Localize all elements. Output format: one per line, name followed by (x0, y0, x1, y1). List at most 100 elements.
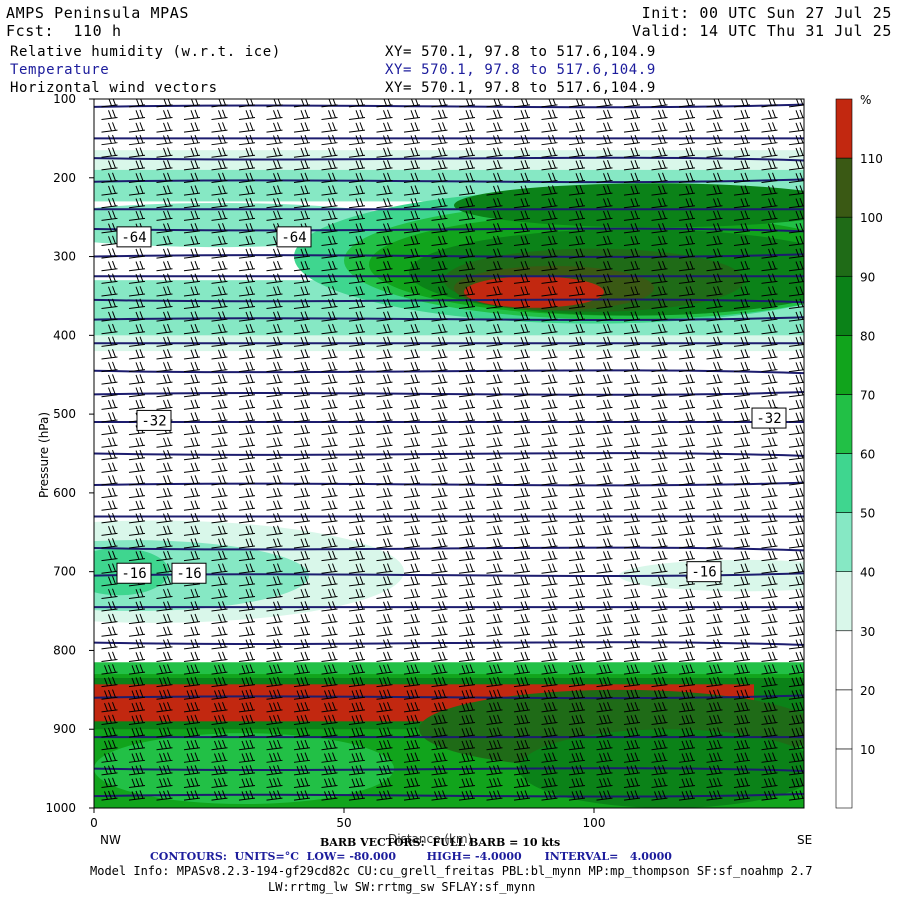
wind-barb (541, 739, 558, 751)
wind-barb (156, 273, 173, 284)
wind-barb (596, 449, 613, 461)
wind-barb (266, 462, 283, 473)
wind-barb (568, 210, 586, 221)
wind-barb (156, 235, 173, 247)
wind-barb (788, 248, 804, 259)
wind-barb (513, 790, 531, 801)
wind-barb (486, 260, 503, 272)
wind-barb (651, 613, 668, 625)
wind-barb (376, 601, 393, 612)
wind-barb (238, 386, 256, 398)
wind-barb (211, 601, 228, 612)
wind-barb (623, 588, 641, 599)
wind-barb (458, 538, 476, 549)
wind-barb (678, 676, 696, 688)
wind-barb (266, 664, 283, 675)
wind-barb (458, 311, 476, 322)
wind-barb (651, 563, 668, 574)
wind-barb (541, 160, 558, 171)
wind-barb (486, 575, 503, 587)
wind-barb (183, 588, 201, 599)
wind-barb (376, 500, 393, 511)
wind-barb (596, 374, 613, 385)
wind-barb (486, 739, 503, 751)
wind-barb (541, 210, 558, 221)
wind-barb (458, 449, 476, 461)
wind-barb (706, 235, 723, 247)
wind-barb (788, 374, 804, 385)
wind-barb (183, 260, 201, 272)
wind-barb (733, 689, 751, 700)
wind-barb (596, 210, 613, 221)
wind-barb (266, 550, 283, 562)
wind-barb (568, 575, 586, 587)
wind-barb (761, 172, 778, 184)
wind-barb (651, 197, 668, 209)
wind-barb (486, 765, 503, 776)
wind-barb (376, 185, 393, 196)
wind-barb (376, 147, 393, 158)
wind-barb (486, 185, 503, 196)
wind-barb (183, 475, 201, 486)
wind-barb (128, 147, 146, 158)
wind-barb (266, 626, 283, 637)
wind-barb (761, 563, 778, 574)
wind-barb (431, 109, 448, 120)
wind-barb (211, 651, 228, 662)
wind-barb (678, 311, 696, 322)
wind-barb (651, 765, 668, 776)
wind-barb (788, 575, 804, 587)
wind-barb (706, 197, 723, 209)
wind-barb (293, 613, 311, 625)
wind-barb (128, 449, 146, 461)
wind-barb (513, 197, 531, 209)
wind-barb (651, 172, 668, 184)
wind-barb (183, 298, 201, 310)
wind-barb (541, 185, 558, 196)
wind-barb (156, 386, 173, 398)
wind-barb (156, 727, 173, 738)
wind-barb (403, 323, 421, 335)
wind-barb (211, 790, 228, 801)
wind-barb (596, 298, 613, 310)
wind-barb (431, 412, 448, 423)
wind-barb (238, 550, 256, 562)
wind-barb (293, 638, 311, 650)
wind-barb (761, 664, 778, 675)
wind-barb (376, 248, 393, 259)
field-label-rh: Relative humidity (w.r.t. ice) (10, 44, 281, 60)
wind-barb (761, 349, 778, 360)
wind-barb (706, 538, 723, 549)
wind-barb (623, 689, 641, 700)
wind-barb (788, 702, 804, 713)
wind-barb (293, 311, 311, 322)
wind-barb (596, 500, 613, 511)
wind-barb (651, 349, 668, 360)
wind-barb (623, 538, 641, 549)
wind-barb (761, 185, 778, 196)
wind-barb (211, 676, 228, 688)
wind-barb (651, 147, 668, 158)
wind-barb (596, 109, 613, 120)
wind-barb (183, 525, 201, 536)
wind-barb (211, 575, 228, 587)
wind-barb (761, 223, 778, 234)
wind-barb (128, 197, 146, 209)
wind-barb (376, 765, 393, 776)
wind-barb (458, 588, 476, 599)
wind-barb (211, 664, 228, 675)
wind-barb (128, 109, 146, 120)
wind-barb (706, 626, 723, 637)
wind-barb (431, 336, 448, 347)
wind-barb (541, 336, 558, 347)
wind-barb (321, 538, 338, 549)
wind-barb (568, 777, 586, 789)
wind-barb (513, 601, 531, 612)
wind-barb (183, 702, 201, 713)
wind-barb (321, 185, 338, 196)
wind-barb (541, 752, 558, 763)
wind-barb (596, 727, 613, 738)
wind-barb (101, 638, 118, 650)
wind-barb (761, 702, 778, 713)
wind-barb (266, 538, 283, 549)
